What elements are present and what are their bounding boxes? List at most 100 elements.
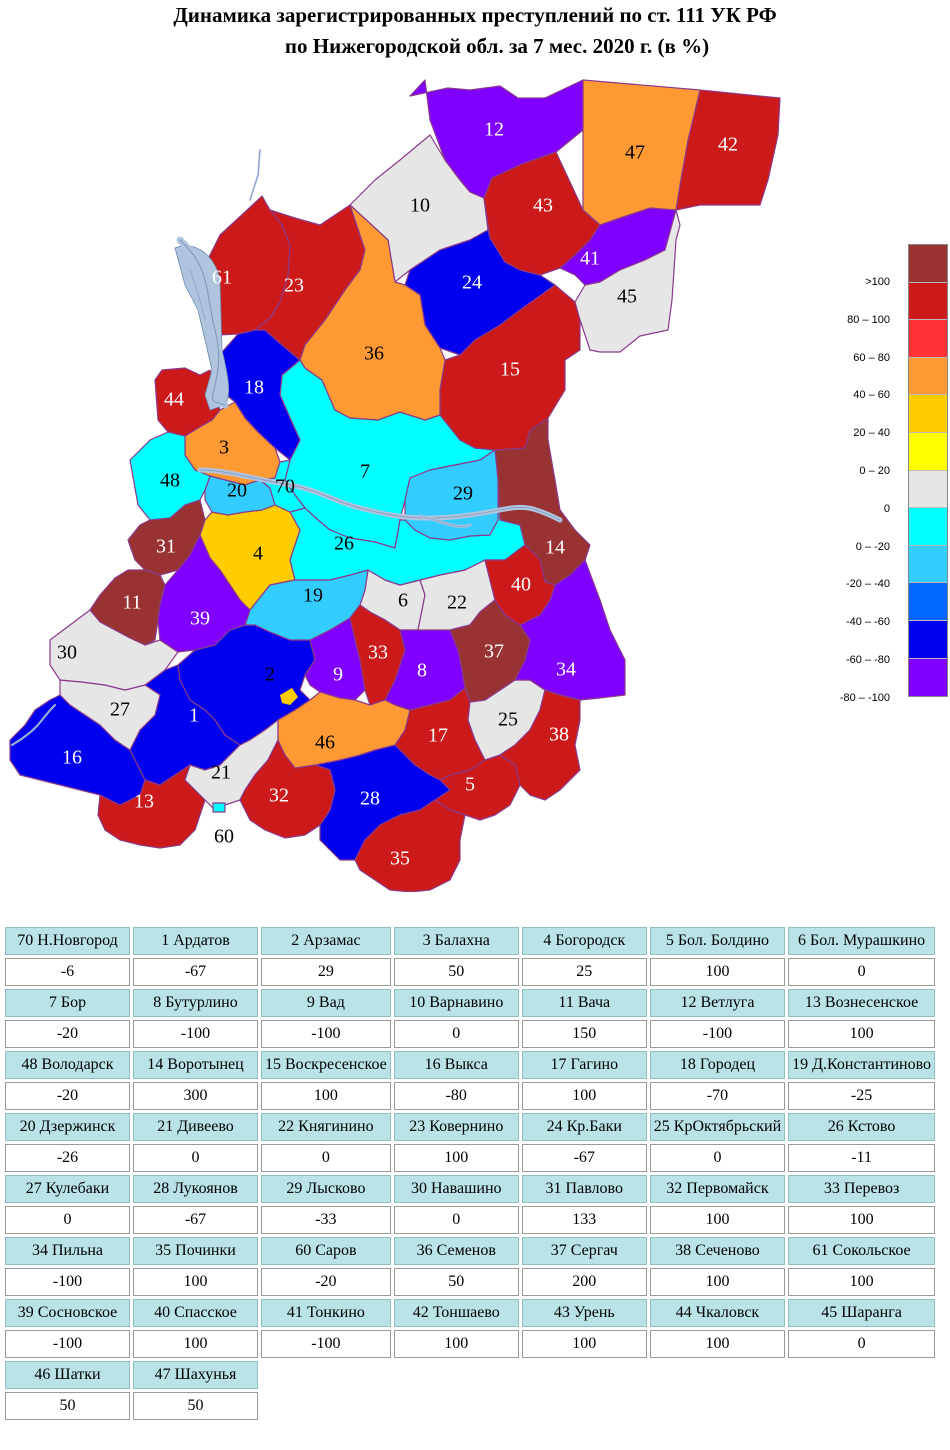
region-36[interactable]: [299, 204, 446, 421]
district-value-cell: 100: [649, 1268, 786, 1296]
region-label-15: 15: [500, 359, 520, 381]
legend-swatch-6: [909, 470, 947, 509]
table-row-values: -100 100 -20 50 200 100 100: [5, 1268, 936, 1296]
legend-swatch-10: [909, 620, 947, 659]
district-name-cell: 39 Сосновское: [5, 1299, 130, 1327]
district-value-cell: 100: [649, 958, 786, 986]
region-20[interactable]: [204, 475, 276, 516]
district-name-cell: 37 Сергач: [521, 1237, 647, 1265]
district-value-cell: 50: [393, 1268, 519, 1296]
region-40[interactable]: [484, 544, 556, 626]
legend-swatch-7: [909, 508, 947, 546]
title-line-1: Динамика зарегистрированных преступлений…: [173, 3, 777, 27]
region-39[interactable]: [157, 534, 251, 653]
district-value-cell: -70: [649, 1082, 786, 1110]
district-name-cell: 10 Варнавино: [393, 989, 519, 1017]
district-value-cell: 50: [393, 958, 519, 986]
district-name-cell: 38 Сеченово: [649, 1237, 786, 1265]
legend-label-2: 60 – 80: [853, 351, 890, 364]
table-row-names: 48 Володарск 14 Воротынец 15 Воскресенское…: [5, 1051, 936, 1079]
district-name-cell: 48 Володарск: [5, 1051, 130, 1079]
region-37[interactable]: [449, 599, 531, 703]
district-name-cell: 35 Починки: [133, 1237, 258, 1265]
region-47[interactable]: [582, 79, 701, 226]
district-name-cell: 28 Лукоянов: [133, 1175, 258, 1203]
legend-swatch-8: [909, 545, 947, 584]
region-label-39: 39: [190, 608, 210, 630]
river-edge-0: [199, 469, 561, 521]
region-33[interactable]: [349, 604, 406, 706]
legend-label-4: 20 – 40: [853, 427, 890, 440]
district-value-cell: 100: [133, 1330, 258, 1358]
region-label-22: 22: [447, 592, 467, 614]
district-name-cell: 1 Ардатов: [133, 927, 258, 955]
region-label-36: 36: [364, 343, 384, 365]
region-46[interactable]: [277, 691, 411, 769]
district-value-cell: 100: [521, 1330, 647, 1358]
legend-label-11: -80 – -100: [839, 691, 890, 704]
district-value-cell: 300: [133, 1082, 258, 1110]
district-value-cell: 0: [393, 1206, 519, 1234]
map-legend: >100 80 – 100 60 – 80 40 – 60 20 – 40 0 – 20 0…: [820, 244, 950, 704]
region-label-70: 70: [275, 476, 295, 498]
region-label-45: 45: [617, 286, 637, 308]
empty-cell: [522, 1361, 647, 1389]
district-value-cell: 100: [393, 1330, 519, 1358]
region-32[interactable]: [239, 739, 336, 839]
region-label-19: 19: [303, 585, 323, 607]
region-label-20: 20: [227, 480, 247, 502]
table-row-names: 39 Сосновское 40 Спасское 41 Тонкино 42 Тон…: [5, 1299, 936, 1327]
table-row-names: 46 Шатки 47 Шахунья: [5, 1361, 935, 1389]
district-value-cell: 50: [133, 1392, 258, 1420]
district-name-cell: 32 Первомайск: [649, 1175, 786, 1203]
region-43[interactable]: [483, 151, 601, 276]
city-marker: [280, 688, 298, 705]
region-60[interactable]: [212, 802, 226, 813]
district-name-cell: 25 КрОктябрьский: [649, 1113, 786, 1141]
district-name-cell: 47 Шахунья: [133, 1361, 258, 1389]
district-name-cell: 8 Бутурлино: [133, 989, 258, 1017]
region-35[interactable]: [354, 799, 466, 892]
district-value-cell: 100: [788, 1268, 936, 1296]
region-label-9: 9: [333, 664, 343, 686]
legend-swatch-2: [909, 320, 947, 358]
region-38[interactable]: [499, 689, 581, 801]
legend-swatch-1: [909, 282, 947, 321]
district-name-cell: 20 Дзержинск: [5, 1113, 130, 1141]
region-label-21: 21: [211, 762, 231, 784]
district-value-cell: 100: [649, 1330, 786, 1358]
district-value-cell: -25: [788, 1082, 936, 1110]
district-value-cell: 100: [261, 1082, 391, 1110]
river-edge-2: [11, 704, 56, 746]
district-value-cell: 100: [788, 1206, 936, 1234]
region-16[interactable]: [9, 694, 146, 806]
table-row-names: 34 Пильна 35 Починки 60 Саров 36 Семенов 37 …: [5, 1237, 936, 1265]
empty-cell: [788, 1392, 935, 1420]
region-45[interactable]: [574, 209, 681, 353]
table-row-names: 7 Бор 8 Бутурлино 9 Вад 10 Варнавино 11 Вача…: [5, 989, 936, 1017]
district-value-cell: -80: [393, 1082, 519, 1110]
region-label-40: 40: [511, 574, 531, 596]
district-value-cell: 100: [649, 1206, 786, 1234]
region-label-24: 24: [462, 272, 482, 294]
empty-cell: [261, 1392, 391, 1420]
district-name-cell: 40 Спасское: [133, 1299, 258, 1327]
region-48[interactable]: [129, 431, 211, 521]
district-name-cell: 16 Выкса: [393, 1051, 519, 1079]
district-value-cell: 29: [261, 958, 391, 986]
legend-label-10: -60 – -80: [845, 654, 890, 666]
legend-swatch-0: [909, 245, 947, 283]
river-3: [249, 149, 261, 201]
legend-swatch-11: [909, 658, 947, 697]
district-value-cell: 0: [393, 1020, 519, 1048]
region-label-14: 14: [545, 537, 565, 559]
district-name-cell: 5 Бол. Болдино: [649, 927, 786, 955]
district-value-cell: 200: [521, 1268, 647, 1296]
region-label-29: 29: [453, 483, 473, 505]
region-label-26: 26: [334, 533, 354, 555]
district-value-cell: -100: [5, 1330, 130, 1358]
legend-swatch-9: [909, 583, 947, 621]
table-row-names: 20 Дзержинск 21 Дивеево 22 Княгинино 23 Ков…: [5, 1113, 936, 1141]
table-row-values: -20 300 100 -80 100 -70 -25: [5, 1082, 936, 1110]
